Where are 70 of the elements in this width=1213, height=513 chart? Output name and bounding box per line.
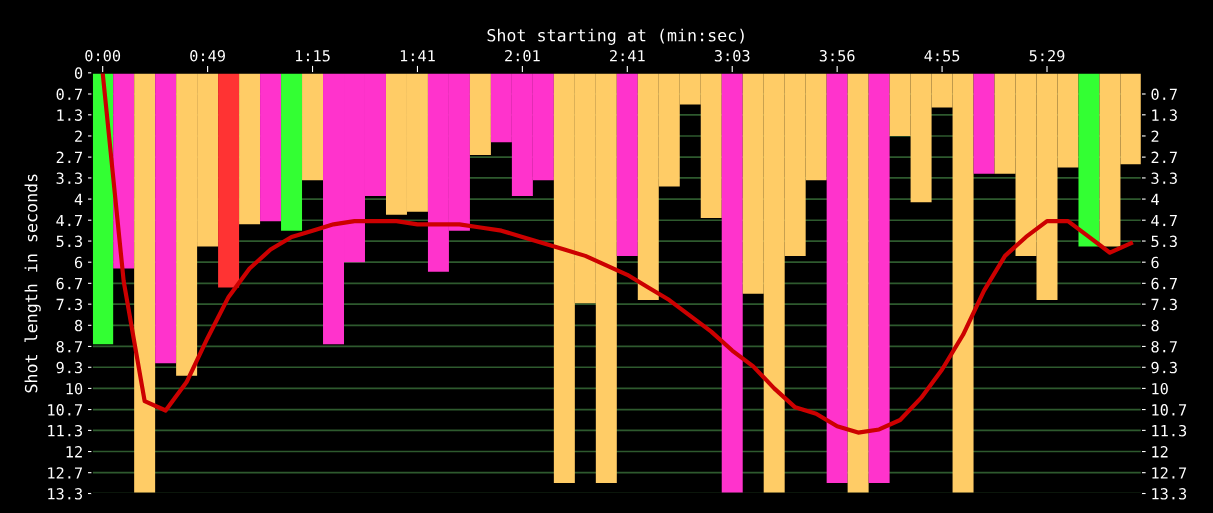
y2-tick-label: 10.7 xyxy=(1152,404,1187,416)
y-tick-label: 0.7 xyxy=(56,88,83,101)
y-tick-label: 6 xyxy=(74,256,83,269)
bar xyxy=(469,72,491,155)
bar xyxy=(868,72,890,484)
y-tick-label: 3.3 xyxy=(56,172,83,184)
y-tick-label: 0 xyxy=(74,67,83,79)
bar xyxy=(281,72,303,231)
bar xyxy=(973,72,995,174)
y-tick-label: 13.3 xyxy=(48,488,83,500)
bar xyxy=(616,72,638,256)
y-tick-label: 12 xyxy=(66,446,82,458)
x-tick-label: 5:29 xyxy=(1029,50,1065,62)
y2-tick-label: 12 xyxy=(1152,446,1168,458)
y2-tick-label: 11.3 xyxy=(1152,424,1187,437)
bar xyxy=(721,72,743,493)
y-tick-label: 10.7 xyxy=(48,404,83,416)
y-tick-label: 12.7 xyxy=(48,467,83,479)
y2-tick-label: 4.7 xyxy=(1151,214,1177,227)
y-tick-label: 10 xyxy=(66,382,83,395)
y-tick-label: 1.3 xyxy=(57,109,83,121)
y-tick-label: 4.7 xyxy=(56,214,83,227)
bar xyxy=(239,72,261,225)
y2-tick-label: 10 xyxy=(1152,382,1168,395)
bar xyxy=(155,72,177,364)
y2-tick-label: 6.7 xyxy=(1151,277,1177,290)
bar xyxy=(113,72,135,269)
x-axis-title: Shot starting at (min:sec) xyxy=(487,28,744,45)
line-series xyxy=(100,72,1134,435)
bar xyxy=(847,72,869,493)
y2-tick-label: 0.7 xyxy=(1151,88,1177,101)
y-tick-label: 6.7 xyxy=(56,277,83,290)
y2-tick-label: 9.3 xyxy=(1151,361,1177,374)
bar xyxy=(1078,72,1100,247)
y2-tick-label: 2.7 xyxy=(1151,151,1177,163)
y-tick-label: 9.3 xyxy=(56,361,83,374)
y2-tick-label: 2 xyxy=(1151,130,1159,142)
y-tick-label: 4 xyxy=(74,193,83,205)
x-tick-label: 4:55 xyxy=(924,50,960,62)
x-tick-label: 3:03 xyxy=(714,50,750,62)
y-tick-label: 5.3 xyxy=(56,235,83,248)
x-tick-label: 2:41 xyxy=(610,50,645,62)
bar xyxy=(826,72,848,484)
bar xyxy=(134,72,156,493)
y-tick-label: 8 xyxy=(74,319,83,332)
x-tick-label: 2:01 xyxy=(505,50,540,62)
y2-tick-label: 7.3 xyxy=(1151,298,1177,311)
y2-tick-label: 13.3 xyxy=(1152,488,1187,500)
x-tick-label: 3:56 xyxy=(819,50,855,62)
x-tick-label: 1:15 xyxy=(295,50,330,62)
bar xyxy=(302,72,324,181)
y2-tick-label: 4 xyxy=(1151,193,1159,205)
y2-tick-label: 3.3 xyxy=(1151,172,1177,184)
y2-tick-label: 8 xyxy=(1151,319,1159,332)
x-tick-label: 0:49 xyxy=(190,50,225,62)
y-tick-label: 2.7 xyxy=(56,151,83,163)
y-axis-title: Shot length in seconds xyxy=(24,174,41,393)
y2-tick-label: 8.7 xyxy=(1151,340,1177,353)
y2-tick-label: 6 xyxy=(1151,256,1159,269)
y2-tick-label: 5.3 xyxy=(1151,235,1177,248)
y-tick-label: 2 xyxy=(75,130,82,142)
y2-tick-label: 1.3 xyxy=(1152,109,1177,121)
x-tick-label: 0:00 xyxy=(85,50,121,62)
y-tick-label: 11.3 xyxy=(48,424,83,437)
y-tick-label: 8.7 xyxy=(56,340,83,353)
y-tick-label: 7.3 xyxy=(56,298,83,311)
bar xyxy=(260,72,282,222)
y2-tick-label: 12.7 xyxy=(1152,467,1187,479)
x-tick-label: 1:41 xyxy=(400,50,435,62)
bar xyxy=(218,72,240,288)
